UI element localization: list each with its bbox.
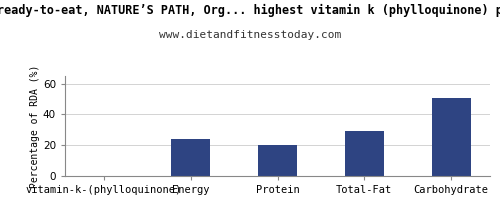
- Bar: [432, 98, 470, 176]
- Bar: [345, 131, 384, 176]
- Text: ready-to-eat, NATURE’S PATH, Org... highest vitamin k (phylloquinone) p: ready-to-eat, NATURE’S PATH, Org... high…: [0, 4, 500, 17]
- Y-axis label: Percentage of RDA (%): Percentage of RDA (%): [30, 64, 40, 188]
- Bar: [171, 139, 210, 176]
- Bar: [258, 145, 297, 176]
- Text: www.dietandfitnesstoday.com: www.dietandfitnesstoday.com: [159, 30, 341, 40]
